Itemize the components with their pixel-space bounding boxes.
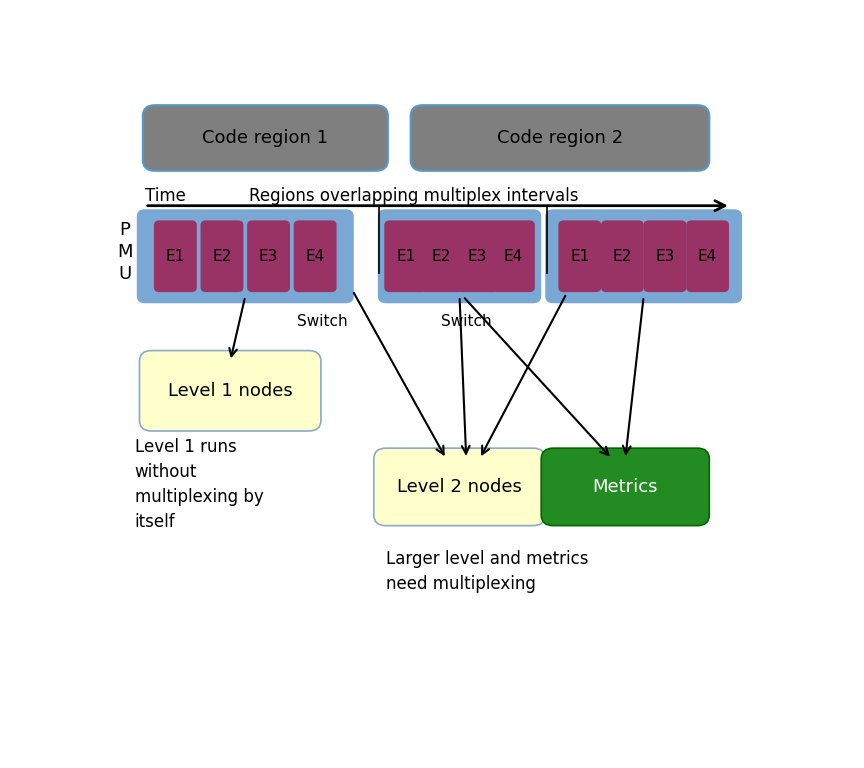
Text: Time: Time xyxy=(145,187,186,204)
FancyBboxPatch shape xyxy=(143,105,388,170)
Text: Metrics: Metrics xyxy=(593,478,658,496)
FancyBboxPatch shape xyxy=(410,105,709,170)
Text: Larger level and metrics
need multiplexing: Larger level and metrics need multiplexi… xyxy=(386,551,588,594)
FancyBboxPatch shape xyxy=(137,209,353,303)
Text: E4: E4 xyxy=(698,249,717,263)
FancyBboxPatch shape xyxy=(294,220,337,292)
FancyBboxPatch shape xyxy=(154,220,197,292)
FancyBboxPatch shape xyxy=(456,220,499,292)
FancyBboxPatch shape xyxy=(541,449,709,525)
Text: Switch: Switch xyxy=(297,314,347,329)
Text: E4: E4 xyxy=(504,249,523,263)
Text: Code region 2: Code region 2 xyxy=(497,129,623,147)
Text: E3: E3 xyxy=(655,249,675,263)
FancyBboxPatch shape xyxy=(644,220,686,292)
FancyBboxPatch shape xyxy=(384,220,427,292)
Text: E4: E4 xyxy=(306,249,325,263)
FancyBboxPatch shape xyxy=(601,220,644,292)
Text: E2: E2 xyxy=(432,249,451,263)
FancyBboxPatch shape xyxy=(200,220,244,292)
FancyBboxPatch shape xyxy=(374,449,545,525)
Text: E3: E3 xyxy=(259,249,278,263)
Text: E1: E1 xyxy=(396,249,416,263)
Text: E2: E2 xyxy=(213,249,232,263)
FancyBboxPatch shape xyxy=(139,350,321,431)
Text: E3: E3 xyxy=(467,249,487,263)
Text: Code region 1: Code region 1 xyxy=(202,129,328,147)
Text: E1: E1 xyxy=(570,249,589,263)
FancyBboxPatch shape xyxy=(492,220,535,292)
Text: E2: E2 xyxy=(613,249,632,263)
FancyBboxPatch shape xyxy=(378,209,541,303)
FancyBboxPatch shape xyxy=(247,220,290,292)
FancyBboxPatch shape xyxy=(545,209,742,303)
Text: Regions overlapping multiplex intervals: Regions overlapping multiplex intervals xyxy=(249,187,578,204)
FancyBboxPatch shape xyxy=(420,220,463,292)
Text: Switch: Switch xyxy=(441,314,492,329)
Text: E1: E1 xyxy=(166,249,185,263)
Text: P
M
U: P M U xyxy=(117,220,132,283)
Text: Level 1 nodes: Level 1 nodes xyxy=(168,382,293,400)
FancyBboxPatch shape xyxy=(686,220,729,292)
Text: Level 1 runs
without
multiplexing by
itself: Level 1 runs without multiplexing by its… xyxy=(135,438,264,531)
FancyBboxPatch shape xyxy=(558,220,601,292)
Text: Level 2 nodes: Level 2 nodes xyxy=(397,478,522,496)
